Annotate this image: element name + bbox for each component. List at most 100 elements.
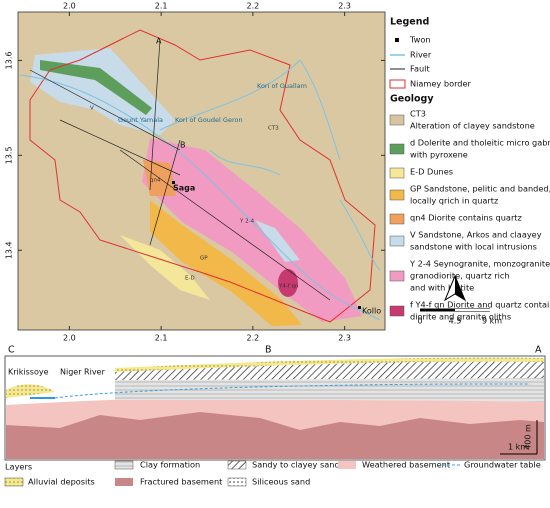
legend-swatch [389, 143, 405, 155]
faults [29, 39, 331, 301]
swatch [4, 477, 24, 487]
legend-label: River [410, 50, 432, 60]
place-label: B [180, 141, 186, 150]
place-label: Kori of Ouallam [257, 82, 307, 90]
swatch [115, 478, 133, 486]
north-arrow [455, 276, 465, 300]
y-tick-label: 13.5 [5, 146, 14, 164]
x-tick-label: 2.2 [247, 334, 260, 343]
legend-subtitle: Geology [390, 94, 434, 105]
layer-label: Sandy to clayey sand [252, 460, 340, 470]
town [172, 181, 175, 184]
place-label: Kollo [362, 307, 381, 316]
x-tick-label: 2.0 [63, 2, 76, 11]
place-label: Gount Yamala [118, 116, 163, 124]
legend-border-symbol [389, 79, 406, 89]
unit-f [278, 269, 298, 297]
legend-label: Niamey border [410, 79, 472, 89]
legend-swatch [389, 305, 405, 317]
unit-label: V [90, 106, 94, 112]
legend-swatch [389, 114, 405, 126]
section-label: B [265, 345, 272, 356]
niamey-border [29, 29, 376, 323]
unit-d [40, 60, 152, 115]
x-tick-label: 2.2 [247, 2, 260, 11]
legend-label: E-D Dunes [410, 167, 453, 177]
unit-label: qn4 [150, 178, 161, 184]
legend-town-symbol [395, 38, 399, 42]
section-label: 400 m [524, 424, 533, 450]
x-tick-label: 2.3 [338, 334, 351, 343]
unit-label: CT3 [268, 126, 279, 132]
unit-ed [120, 235, 210, 300]
legend-label: f Y4-f qn Diorite and quartz contain [410, 300, 550, 310]
unit-v2 [255, 220, 300, 262]
swatch [227, 477, 247, 487]
groundwater-line [54, 383, 531, 399]
legend-swatch [389, 189, 405, 201]
legend-swatch [389, 213, 405, 225]
legend-swatch [389, 235, 405, 247]
cross-section: C B A Krikissoye Niger River 400 m 1 km [4, 345, 546, 461]
legend-label: and with biotite [410, 283, 474, 293]
place-label: Kori of Goudel Geron [175, 116, 243, 124]
scale-label: 9 km [482, 317, 502, 326]
y-tick-label: 13.6 [5, 52, 14, 70]
layer-label: Alluvial deposits [28, 477, 95, 487]
unit-label: GP [200, 256, 208, 262]
clay-formation [115, 378, 544, 402]
section-label: A [535, 345, 542, 356]
alluvial [115, 357, 544, 372]
unit-label: Y 2-4 [239, 219, 255, 225]
town [358, 306, 361, 309]
legend-label: with pyroxene [410, 150, 468, 160]
swatch [338, 461, 356, 469]
layers-title: Layers [5, 462, 32, 472]
layer-label: Fractured basement [140, 477, 223, 487]
sandy-clay [115, 361, 544, 380]
section-label: Niger River [60, 368, 105, 377]
unit-label: Y4-f qn [278, 284, 299, 290]
fractured-basement [6, 412, 544, 459]
legend-title: Legend [390, 17, 429, 28]
alluvial [6, 384, 55, 398]
unit-gp [150, 200, 302, 326]
map: A B Kori of Ouallam Gount Yamala Kori of… [17, 11, 386, 331]
x-tick-label: 2.1 [155, 334, 168, 343]
legend-label: locally qrich in quartz [410, 196, 498, 206]
x-tick-label: 2.0 [63, 334, 76, 343]
legend-label: V Sandstone, Arkos and claayey [410, 230, 542, 240]
rivers [19, 59, 381, 321]
legend-label: Twon [409, 35, 431, 45]
scale-label: 4.5 [449, 317, 462, 326]
x-tick-label: 2.1 [155, 2, 168, 11]
legend: Legend Twon River Fault Niamey border Ge… [389, 17, 550, 326]
layer-label: Siliceous sand [252, 477, 310, 487]
legend-label: GP Sandstone, pelitic and banded, [410, 184, 550, 194]
legend-label: sandstone with local intrusions [410, 242, 537, 252]
layer-label: Groundwater table [464, 460, 541, 470]
legend-label: diorite and granite oliths [410, 312, 511, 322]
section-label: Krikissoye [8, 368, 49, 377]
layer-label: Clay formation [140, 460, 200, 470]
section-label: 1 km [508, 443, 528, 452]
unit-label: E-D [185, 276, 195, 282]
swatch [227, 460, 247, 470]
legend-swatch [389, 270, 405, 282]
legend-label: Alteration of clayey sandstone [410, 121, 535, 131]
legend-label: d Dolerite and tholeitic micro gabros [410, 138, 550, 148]
place-label: A [156, 37, 162, 46]
swatch [114, 460, 134, 470]
legend-label: granodiorite, quartz rich [410, 271, 510, 281]
legend-label: Y 2-4 Seynogranite, monzogranite, [409, 259, 550, 269]
layers-legend: Layers Alluvial deposits Clay formation … [4, 460, 541, 487]
section-label: C [8, 345, 15, 356]
legend-label: CT3 [410, 109, 426, 119]
scale-label: 0 [417, 317, 422, 326]
legend-label: qn4 Diorite contains quartz [410, 213, 522, 223]
y-tick-label: 13.4 [5, 241, 14, 259]
place-label: Saga [173, 184, 195, 193]
legend-swatch [389, 167, 405, 179]
x-tick-label: 2.3 [338, 2, 351, 11]
